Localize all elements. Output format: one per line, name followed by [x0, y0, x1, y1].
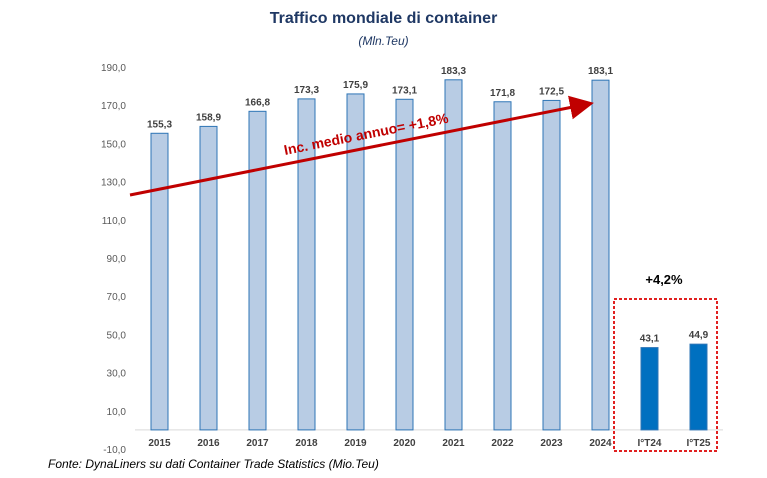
data-label: 171,8 — [490, 88, 515, 99]
x-tick-label: 2019 — [344, 438, 367, 449]
bar-2017 — [248, 110, 267, 431]
source-note: Fonte: DynaLiners su dati Container Trad… — [48, 457, 379, 471]
x-tick-label: I°T25 — [686, 438, 710, 449]
data-label: 173,3 — [294, 85, 319, 96]
highlight-box — [613, 298, 718, 452]
x-tick-label: 2018 — [295, 438, 318, 449]
bar-2018 — [297, 98, 316, 431]
y-tick-label: 150,0 — [101, 139, 126, 150]
bar-2015 — [150, 132, 169, 431]
bar-2016 — [199, 125, 218, 431]
y-tick-label: 110,0 — [102, 216, 127, 227]
data-label: 183,3 — [441, 66, 466, 77]
y-tick-label: 130,0 — [101, 178, 126, 189]
bar-I°T25 — [689, 343, 708, 431]
y-tick-label: 50,0 — [107, 330, 127, 341]
x-tick-label: 2020 — [393, 438, 416, 449]
x-tick-label: 2022 — [491, 438, 514, 449]
x-tick-label: I°T24 — [637, 438, 661, 449]
chart-subtitle: (Mln.Teu) — [358, 34, 409, 48]
y-tick-label: 190,0 — [101, 63, 126, 74]
bar-2023 — [542, 99, 561, 431]
data-label: 166,8 — [245, 97, 270, 108]
x-tick-label: 2015 — [148, 438, 171, 449]
x-tick-label: 2024 — [589, 438, 612, 449]
chart-title: Traffico mondiale di container — [269, 10, 498, 27]
bars — [150, 79, 708, 431]
data-label: 43,1 — [640, 334, 660, 345]
growth-label: +4,2% — [645, 272, 683, 287]
x-tick-label: 2016 — [197, 438, 220, 449]
y-tick-label: 170,0 — [101, 101, 126, 112]
data-label: 173,1 — [392, 85, 417, 96]
data-labels: 155,3 158,9 166,8 173,3 175,9 173,1 183,3 171,8… — [147, 66, 709, 345]
bar-2022 — [493, 101, 512, 431]
y-tick-label: -10,0 — [103, 445, 126, 456]
x-tick-label: 2021 — [442, 438, 465, 449]
bar-2024 — [591, 79, 610, 431]
x-tick-label: 2023 — [540, 438, 563, 449]
bar-2019 — [346, 93, 365, 431]
y-tick-label: 90,0 — [107, 254, 127, 265]
data-label: 158,9 — [196, 112, 221, 123]
data-label: 183,1 — [588, 66, 613, 77]
x-tick-label: 2017 — [246, 438, 269, 449]
data-label: 172,5 — [539, 86, 564, 97]
x-axis: 2015 2016 2017 2018 2019 2020 2021 2022 2023 2024… — [135, 429, 723, 449]
bar-I°T24 — [640, 347, 659, 431]
trend-arrow — [129, 95, 594, 197]
bar-2021 — [444, 79, 463, 431]
y-tick-label: 30,0 — [107, 369, 127, 380]
bar-2020 — [395, 98, 414, 431]
data-label: 175,9 — [343, 80, 368, 91]
y-tick-label: 10,0 — [107, 407, 127, 418]
y-axis: -10,0 10,0 30,0 50,0 70,0 90,0 110,0 130,0 150,0… — [101, 63, 126, 456]
y-tick-label: 70,0 — [107, 292, 127, 303]
data-label: 44,9 — [689, 330, 709, 341]
data-label: 155,3 — [147, 119, 172, 130]
